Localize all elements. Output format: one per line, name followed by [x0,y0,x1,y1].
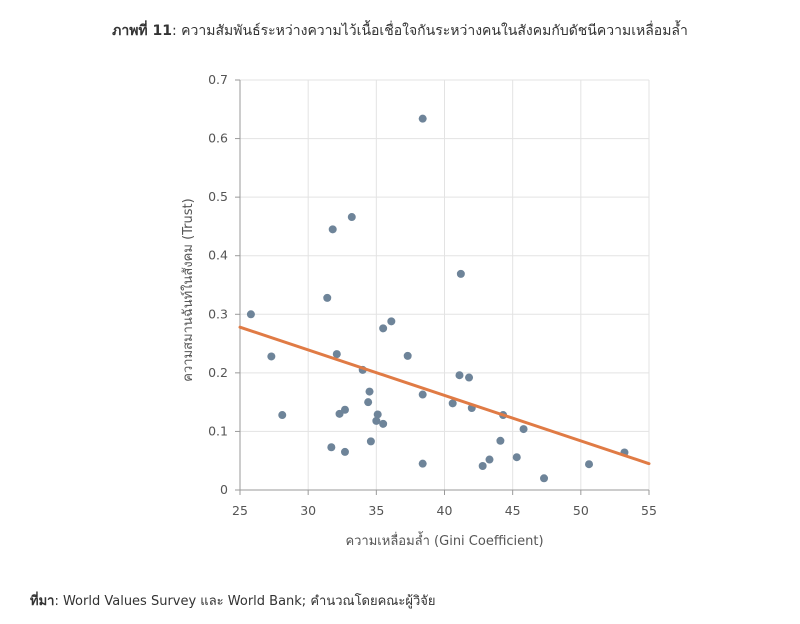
data-point [332,350,341,359]
y-tick-label: 0.6 [208,131,228,146]
data-point [456,269,465,278]
x-tick-label: 25 [232,503,248,518]
trend-line [238,325,651,466]
data-point [323,293,332,302]
chart-title-label: ภาพที่ 11 [112,23,173,39]
y-tick-label: 0.5 [208,189,228,204]
x-axis-title: ความเหลื่อมล้ำ (Gini Coefficient) [345,531,543,549]
chart-title-text: : ความสัมพันธ์ระหว่างความไว้เนื้อเชื่อใจ… [172,23,688,39]
source-label: ที่มา [30,594,55,609]
x-tick-label: 30 [300,503,316,518]
data-point [418,114,427,123]
data-point [340,405,349,414]
data-point [327,443,336,452]
data-point [246,310,255,319]
chart-title: ภาพที่ 11: ความสัมพันธ์ระหว่างความไว้เนื… [0,20,800,42]
data-point [379,419,388,428]
data-point [267,352,276,361]
x-tick-label: 35 [368,503,384,518]
data-point [379,324,388,333]
data-point [340,447,349,456]
data-point [278,411,287,420]
data-point [366,437,375,446]
data-point [465,373,474,382]
data-point [496,436,505,445]
y-axis-title: ความสมานฉันท์ในสังคม (Trust) [180,198,196,381]
x-tick-label: 45 [505,503,521,518]
data-point [512,453,521,462]
source-text: : World Values Survey และ World Bank; คำ… [54,594,436,609]
data-point [455,371,464,380]
data-point [365,387,374,396]
data-point [448,399,457,408]
data-point [585,460,594,469]
data-point [335,409,344,418]
data-point [347,213,356,222]
data-point [418,390,427,399]
y-tick-label: 0.3 [208,306,228,321]
data-point [403,351,412,360]
data-point [372,416,381,425]
data-point [485,455,494,464]
data-point [540,474,549,483]
y-tick-label: 0.2 [208,365,228,380]
source-note: ที่มา: World Values Survey และ World Ban… [30,590,436,611]
data-point [373,410,382,419]
x-tick-label: 55 [641,503,657,518]
data-point [328,225,337,234]
data-point [364,398,373,407]
y-tick-label: 0.1 [208,423,228,438]
data-point [387,317,396,326]
data-point [418,459,427,468]
data-point [519,425,528,434]
x-tick-label: 50 [573,503,589,518]
y-tick-label: 0.7 [208,72,228,87]
y-tick-label: 0 [220,482,228,497]
data-point [478,461,487,470]
y-tick-label: 0.4 [208,248,228,263]
x-tick-label: 40 [437,503,453,518]
